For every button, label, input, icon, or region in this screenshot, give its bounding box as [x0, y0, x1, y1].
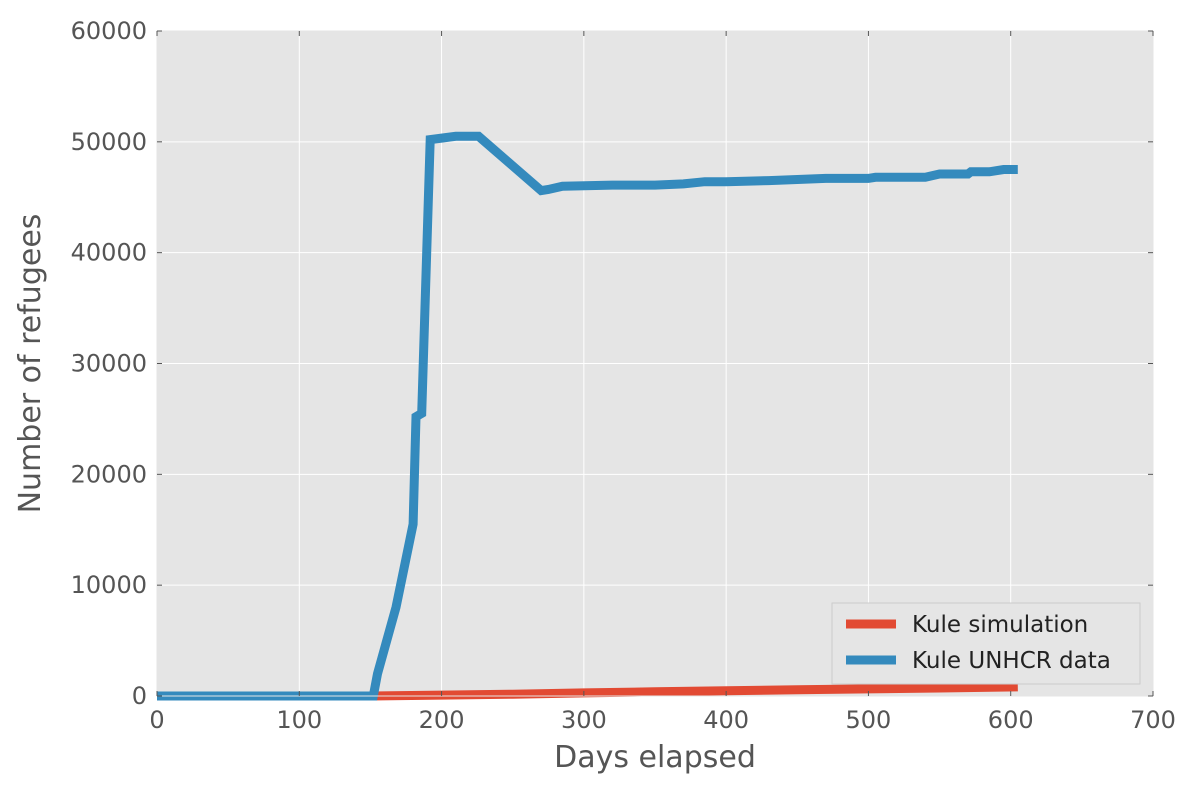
series-line-2 [157, 131, 1018, 701]
x-tick-label: 200 [419, 706, 465, 734]
y-axis-label: Number of refugees [13, 214, 48, 514]
x-tick-label: 300 [561, 706, 607, 734]
x-tick-label: 400 [703, 706, 749, 734]
y-tick-label: 20000 [71, 460, 147, 488]
y-tick-label: 30000 [71, 350, 147, 378]
x-axis-label: Days elapsed [554, 740, 756, 775]
x-tick-label: 500 [846, 706, 892, 734]
tick-labels: 0 100 200 300 400 500 600 700 0 10000 20000 30000 40… [71, 17, 1176, 734]
axis-ticks [156, 30, 1154, 697]
x-tick-label: 0 [149, 706, 164, 734]
y-tick-label: 10000 [71, 571, 147, 599]
series-lines [157, 131, 1018, 701]
legend-label: Kule simulation [912, 612, 1088, 638]
legend: Kule simulation Kule UNHCR data [831, 602, 1141, 685]
x-tick-label: 100 [276, 706, 322, 734]
series-line-1 [157, 682, 1018, 701]
y-tick-label: 60000 [71, 17, 147, 45]
y-tick-label: 0 [132, 682, 147, 710]
x-tick-label: 700 [1130, 706, 1176, 734]
x-tick-label: 600 [988, 706, 1034, 734]
y-tick-label: 50000 [71, 128, 147, 156]
legend-box [831, 602, 1141, 685]
legend-label: Kule UNHCR data [912, 648, 1111, 674]
y-tick-label: 40000 [71, 239, 147, 267]
